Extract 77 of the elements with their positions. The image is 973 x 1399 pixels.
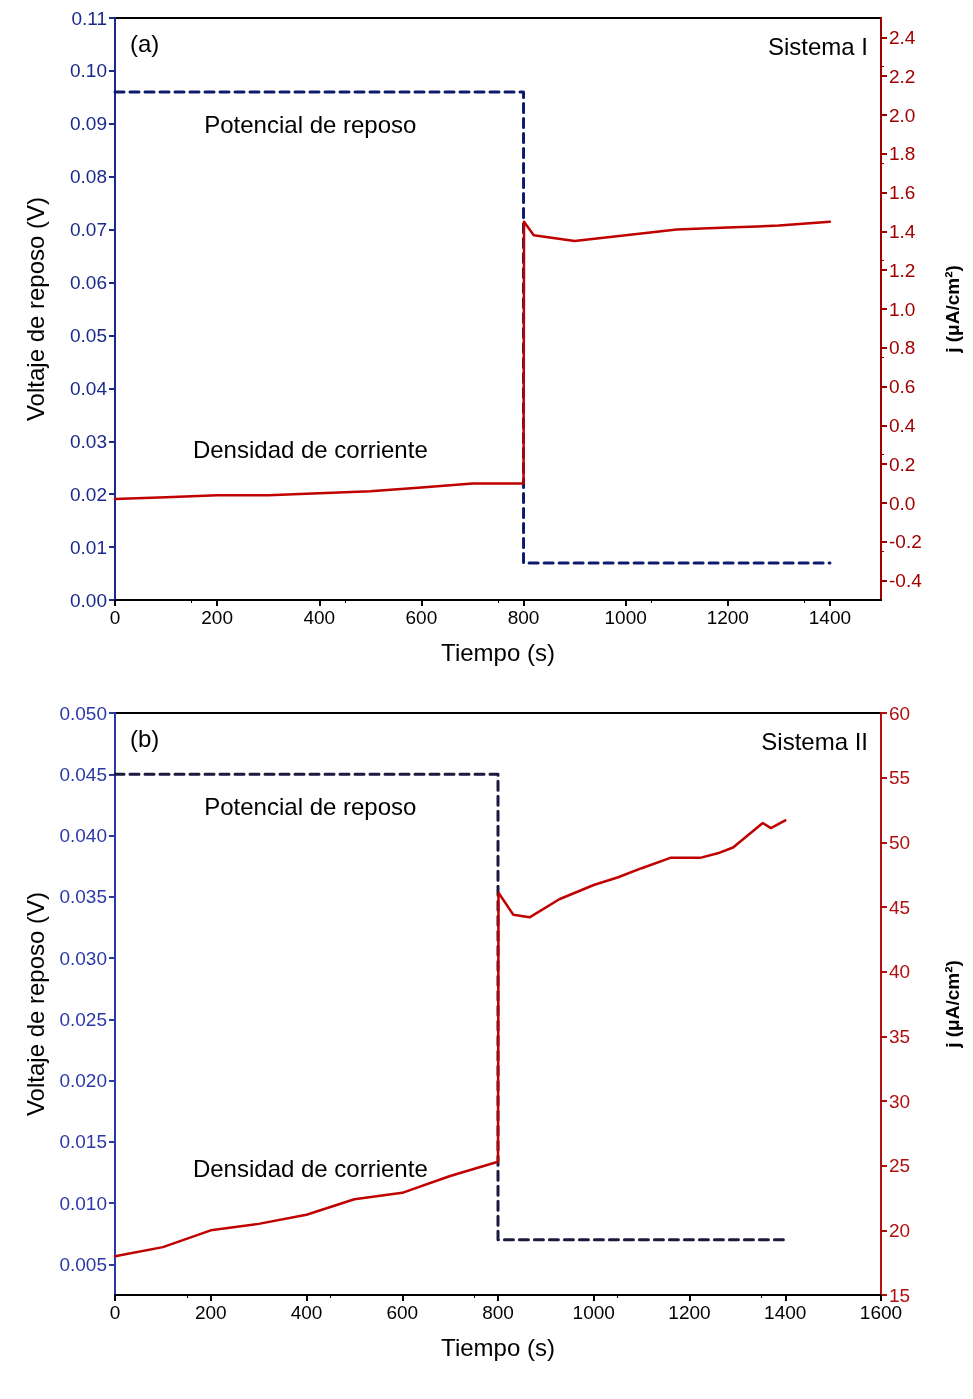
y2-tick-label: 1.8 — [889, 143, 916, 165]
x-tick-label: 1200 — [706, 607, 749, 628]
y2-tick-label: 0.8 — [889, 337, 916, 359]
y2-tick-label: -0.2 — [889, 531, 922, 553]
y2-tick-label: 40 — [889, 961, 911, 983]
x-tick-label: 400 — [303, 607, 336, 628]
y2-tick-label: 1.2 — [889, 259, 916, 281]
annotation: Sistema II — [761, 727, 868, 755]
y-tick-label: 0.015 — [59, 1131, 107, 1153]
y-tick-label: 0.01 — [70, 536, 107, 558]
y-tick-label: 0.11 — [71, 7, 107, 29]
y2-tick-label: 20 — [889, 1219, 911, 1241]
y2-tick-label: 0.0 — [889, 492, 916, 514]
y-tick-label: 0.045 — [59, 763, 107, 785]
y-tick-label: 0.025 — [59, 1008, 107, 1030]
x-tick-label: 800 — [507, 607, 540, 628]
x-tick-label: 200 — [194, 1302, 227, 1323]
y2-tick-label: -0.4 — [889, 570, 923, 592]
y2-axis-title: j (μA/cm²) — [942, 960, 963, 1049]
y-tick-label: 0.04 — [70, 377, 108, 399]
y-tick-label: 0.030 — [59, 947, 107, 969]
y2-tick-label: 55 — [889, 767, 911, 789]
y-tick-label: 0.040 — [59, 825, 107, 847]
series-label: Densidad de corriente — [192, 435, 428, 463]
y-axis-title: Voltaje de reposo (V) — [21, 196, 49, 422]
x-tick-label: 1000 — [604, 607, 647, 628]
y-tick-label: 0.05 — [70, 324, 107, 346]
x-tick-label: 0 — [109, 607, 121, 628]
y-axis-title: Voltaje de reposo (V) — [21, 891, 49, 1117]
series-label: Potencial de reposo — [204, 792, 417, 820]
y-tick-label: 0.050 — [59, 702, 107, 724]
y2-tick-label: 0.2 — [889, 453, 916, 475]
y-tick-label: 0.035 — [59, 886, 107, 908]
y-tick-label: 0.06 — [70, 272, 107, 294]
annotation: Sistema I — [767, 32, 868, 60]
x-axis-title: Tiempo (s) — [441, 1333, 555, 1361]
y-tick-label: 0.03 — [70, 430, 107, 452]
line-series — [113, 220, 832, 501]
x-tick-label: 400 — [290, 1302, 323, 1323]
y-tick-label: 0.02 — [70, 483, 107, 505]
y2-tick-label: 50 — [889, 831, 911, 853]
y-tick-label: 0.00 — [70, 589, 107, 611]
y-tick-label: 0.010 — [59, 1192, 107, 1214]
x-tick-label: 0 — [109, 1302, 121, 1323]
x-tick-label: 600 — [405, 607, 438, 628]
y2-tick-label: 1.0 — [889, 298, 916, 320]
y2-tick-label: 30 — [889, 1090, 911, 1112]
x-tick-label: 200 — [201, 607, 233, 628]
text: (a) — [130, 29, 160, 57]
y-tick-label: 0.005 — [59, 1253, 107, 1275]
y2-tick-label: 0.6 — [889, 376, 916, 398]
y-tick-label: 0.09 — [70, 113, 107, 135]
x-tick-label: 1000 — [572, 1302, 615, 1323]
y-tick-label: 0.020 — [59, 1070, 107, 1092]
y2-tick-label: 1.6 — [889, 182, 916, 204]
y2-tick-label: 60 — [889, 702, 911, 724]
text: (b) — [130, 724, 160, 752]
series-label: Densidad de corriente — [192, 1155, 428, 1183]
x-tick-label: 800 — [482, 1302, 514, 1323]
series-label: Potencial de reposo — [204, 110, 417, 138]
y2-axis-title: j (μA/cm²) — [942, 265, 963, 354]
y-tick-label: 0.07 — [70, 219, 107, 241]
x-tick-label: 1200 — [668, 1302, 711, 1323]
y2-tick-label: 2.2 — [889, 65, 916, 87]
y2-tick-label: 1.4 — [889, 220, 916, 242]
y-tick-label: 0.10 — [70, 60, 107, 82]
x-tick-label: 600 — [386, 1302, 419, 1323]
y2-tick-label: 35 — [889, 1025, 911, 1047]
y2-tick-label: 25 — [889, 1155, 911, 1177]
x-axis-title: Tiempo (s) — [441, 638, 555, 666]
y2-tick-label: 45 — [889, 896, 911, 918]
y-tick-label: 0.08 — [70, 166, 107, 188]
y2-tick-label: 2.4 — [889, 26, 916, 48]
x-tick-label: 1400 — [764, 1302, 807, 1323]
x-tick-label: 1400 — [808, 607, 852, 628]
y2-tick-label: 0.4 — [889, 414, 916, 436]
y2-tick-label: 2.0 — [889, 104, 916, 126]
